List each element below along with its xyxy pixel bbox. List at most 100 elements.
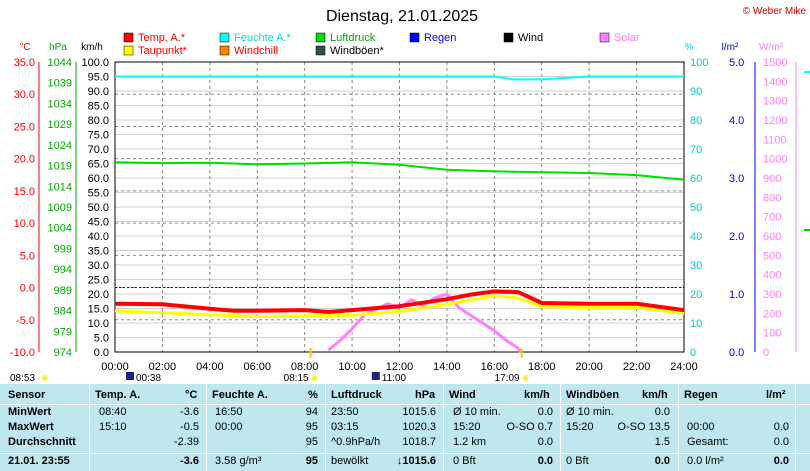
legend-label: Taupunkt* [138,45,188,57]
temp-tick-label: 30.0 [14,89,35,101]
humidity-tick-label: 40 [690,231,702,243]
row-label: 21.01. 23:55 [8,455,70,467]
sun-icon [42,375,48,381]
temp-tick-label: -5.0 [16,315,35,327]
legend-label: Windchill [234,45,278,57]
wind-tick-label: 85.0 [88,101,109,113]
series-line-temp-a [114,289,685,314]
chart-title: Dienstag, 21.01.2025 [326,8,478,25]
solar-tick-label: 1000 [763,154,787,166]
wind-tick-label: 75.0 [88,130,109,142]
wind-tick-label: 30.0 [88,260,109,272]
solar-tick-label: 600 [763,231,781,243]
humidity-tick-label: 20 [690,289,702,301]
solar-tick-label: 1300 [763,96,787,108]
humidity-tick-label: 80 [690,115,702,127]
sunset-time: 17:09 [495,373,520,384]
temp-unit-label: °C [19,42,30,53]
humidity-tick-label: 90 [690,86,702,98]
plot-frame [114,61,685,353]
wind-tick-label: 70.0 [88,144,109,156]
rain-tick-label: 1.0 [729,289,744,301]
chart-legend: Temp. A.* Feuchte A.* Luftdruck Regen Wind So… [123,32,640,57]
wind-tick-label: 95.0 [88,72,109,84]
pressure-tick-label: 1019 [48,161,72,173]
wind-tick-label: 10.0 [88,318,109,330]
pressure-tick-label: 1029 [48,119,72,131]
x-tick-label: 02:00 [149,361,177,373]
pressure-tick-label: 974 [54,347,72,359]
header-rain-unit: l/m² [766,389,786,401]
pressure-tick-label: 989 [54,285,72,297]
wind-detail: 15:20 [453,421,481,433]
wind-tick-label: 40.0 [88,231,109,243]
rain-value: 0.0 [773,436,789,448]
header-gust: Windböen [566,389,620,401]
current-time-label: 08:53 [10,373,35,384]
humidity-tick-label: 100 [690,57,708,69]
temp-tick-label: 10.0 [14,218,35,230]
temp-tick-label: 35.0 [14,57,35,69]
table-divider [795,384,796,471]
pressure-time: bewölkt [331,455,369,467]
row-label: Durchschnitt [8,436,76,448]
solar-tick-label: 1400 [763,76,787,88]
x-tick-label: 16:00 [481,361,509,373]
legend-swatch [219,32,230,43]
wind-tick-label: 100.0 [81,57,109,69]
pressure-tick-label: 999 [54,243,72,255]
x-tick-label: 22:00 [623,361,651,373]
legend-label: Wind [518,32,543,44]
header-temp: Temp. A. [95,389,141,401]
humidity-time: 16:50 [215,406,243,418]
humidity-unit-label: % [685,42,694,53]
x-tick-label: 14:00 [433,361,461,373]
temp-tick-label: 15.0 [14,186,35,198]
solar-tick-label: 500 [763,250,781,262]
pressure-value: 1018.7 [402,436,436,448]
wind-tick-label: 15.0 [88,304,109,316]
gust-value: 0.0 [654,406,670,418]
temp-value: -0.5 [180,421,199,433]
humidity-tick-label: 70 [690,144,702,156]
x-tick-label: 24:00 [670,361,698,373]
series-line-taupunkt [114,294,685,319]
series-line-luftdruck [114,161,685,181]
gust-detail: 15:20 [566,421,594,433]
rain-detail: Gesamt: [687,436,729,448]
temp-value: -3.6 [180,455,199,467]
solar-tick-label: 1100 [763,134,787,146]
legend-swatch [123,45,134,56]
solar-tick-label: 800 [763,192,781,204]
header-humidity-unit: % [308,389,318,401]
table-divider [0,404,810,405]
header-humidity: Feuchte A. [212,389,268,401]
humidity-value: 95 [305,455,318,467]
temp-value: -3.6 [180,406,199,418]
wind-tick-label: 90.0 [88,86,109,98]
chart-grid [114,61,685,353]
header-pressure-unit: hPa [415,389,436,401]
temp-tick-label: 5.0 [20,250,35,262]
pressure-tick-label: 979 [54,326,72,338]
legend-swatch [503,32,514,43]
wind-detail: 1.2 km [453,436,487,448]
row-label: MaxWert [8,421,54,433]
header-gust-unit: km/h [642,389,668,401]
wind-value: 0.0 [537,436,553,448]
solar-tick-label: 0 [763,347,769,359]
rain-value: 0.0 [773,421,789,433]
solar-tick-label: 200 [763,308,781,320]
rain-tick-label: 5.0 [729,57,744,69]
humidity-tick-label: 30 [690,260,702,272]
gust-value: 1.5 [654,436,670,448]
temp-time: 15:10 [99,421,127,433]
temp-tick-label: 20.0 [14,154,35,166]
temp-tick-label: -10.0 [10,347,35,359]
x-tick-label: 10:00 [338,361,366,373]
header-wind: Wind [449,389,476,401]
rain-tick-label: 0.0 [729,347,744,359]
pressure-tick-label: 994 [54,264,72,276]
header-sensor: Sensor [8,389,46,401]
wind-unit-label: km/h [81,42,103,53]
